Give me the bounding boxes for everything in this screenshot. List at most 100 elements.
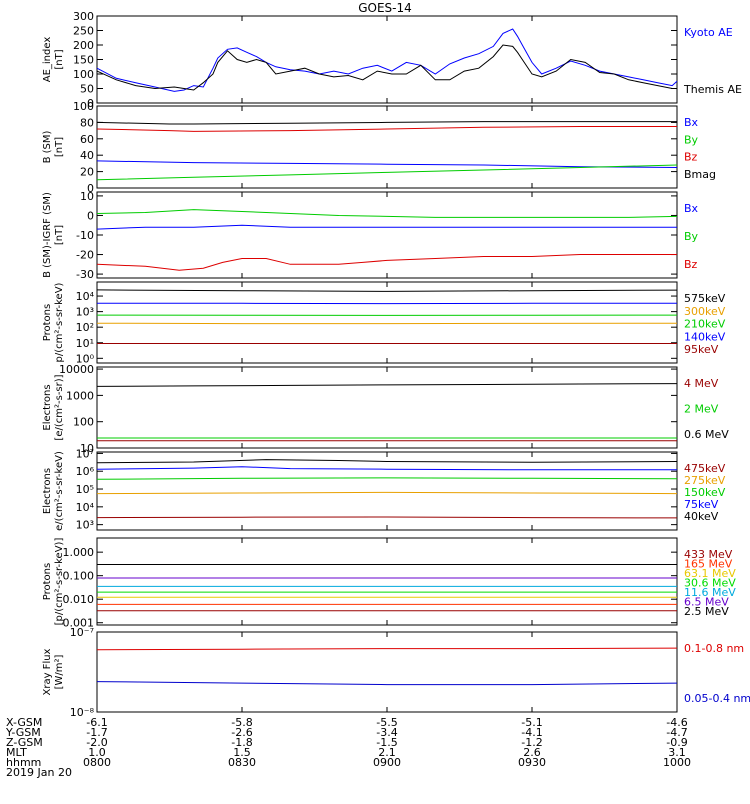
series-line-electrons2-275kev — [97, 492, 677, 493]
y-axis-label: e/(cm²-s-sr-keV) — [54, 451, 65, 531]
series-line-protons1-575kev — [97, 290, 677, 292]
panel-frame-xray — [97, 632, 677, 712]
y-tick-label: 100 — [73, 416, 94, 429]
panel-frame-protons1 — [97, 282, 677, 363]
series-line-electrons2-475kev — [97, 517, 677, 518]
y-axis-label: Protons — [42, 563, 53, 600]
series-line-bsm-bz — [97, 127, 677, 132]
y-axis-label: [nT] — [54, 225, 65, 245]
y-tick-label: -30 — [76, 268, 94, 281]
legend-protons1-140kev: 140keV — [684, 330, 726, 343]
y-tick-label: 10² — [76, 321, 94, 334]
y-axis-label: Electrons — [42, 468, 53, 514]
legend-protons1-210kev: 210keV — [684, 318, 726, 331]
y-tick-label: 250 — [73, 25, 94, 38]
y-tick-label: 10³ — [76, 306, 94, 319]
legend-electrons1-4-mev: 4 MeV — [684, 377, 719, 390]
y-tick-label: 0 — [87, 209, 94, 222]
legend-bsm-bz: Bz — [684, 151, 698, 164]
series-line-xray-0-05-0-4-nm — [97, 682, 677, 685]
y-tick-label: 40 — [80, 149, 94, 162]
y-tick-label: -20 — [76, 249, 94, 262]
legend-electrons1-0-6-mev: 0.6 MeV — [684, 428, 729, 441]
legend-bigrf-bx: Bx — [684, 202, 699, 215]
ephemeris-value: 0830 — [228, 756, 256, 769]
date-label: 2019 Jan 20 — [6, 766, 72, 779]
y-tick-label: 1.000 — [63, 546, 95, 559]
series-line-ae-kyoto-ae — [97, 29, 677, 91]
y-tick-label: 50 — [80, 83, 94, 96]
series-line-bsm-bx — [97, 161, 677, 168]
panel-frame-bsm — [97, 106, 677, 188]
y-tick-label: 10⁵ — [76, 483, 94, 496]
y-tick-label: 150 — [73, 54, 94, 67]
legend-bigrf-by: By — [684, 230, 699, 243]
ephemeris-value: 0900 — [373, 756, 401, 769]
y-axis-label: Protons — [42, 304, 53, 341]
y-tick-label: 300 — [73, 10, 94, 23]
y-tick-label: 10¹ — [76, 337, 94, 350]
y-axis-label: Xray Flux — [42, 648, 53, 695]
legend-protons1-300kev: 300keV — [684, 305, 726, 318]
y-axis-label: p/(cm²-s-sr-keV) — [54, 282, 65, 362]
y-axis-label: [e/(cm²-s-sr)] — [54, 374, 65, 440]
y-axis-label: [nT] — [54, 137, 65, 157]
legend-xray-0-05-0-4-nm: 0.05-0.4 nm — [684, 692, 750, 705]
y-tick-label: 10000 — [59, 363, 94, 376]
y-tick-label: 10³ — [76, 519, 94, 532]
y-tick-label: 10⁴ — [76, 501, 95, 514]
series-line-bsm-by — [97, 165, 677, 180]
series-line-bigrf-bz — [97, 255, 677, 271]
y-axis-label: B (SM)-IGRF (SM) — [42, 192, 53, 278]
y-tick-label: 0.010 — [63, 593, 95, 606]
series-line-xray-0-1-0-8-nm — [97, 648, 677, 650]
y-axis-label: B (SM) — [42, 130, 53, 163]
legend-bigrf-bz: Bz — [684, 258, 698, 271]
y-tick-label: 1000 — [66, 389, 94, 402]
series-line-electrons1-0-6-mev — [97, 384, 677, 387]
legend-electrons2-40kev: 40keV — [684, 510, 719, 523]
y-axis-label: AE_index — [42, 37, 53, 83]
y-tick-label: 10 — [80, 190, 94, 203]
y-axis-label: [W/m²] — [54, 654, 65, 689]
y-tick-label: -10 — [76, 229, 94, 242]
y-tick-label: 10⁷ — [76, 447, 94, 460]
y-tick-label: 100 — [73, 68, 94, 81]
series-line-bsm-bmag — [97, 122, 677, 124]
panel-frame-protons2 — [97, 538, 677, 625]
ephemeris-value: 1000 — [663, 756, 691, 769]
series-line-bigrf-bx — [97, 225, 677, 229]
panel-frame-bigrf — [97, 192, 677, 278]
legend-bsm-by: By — [684, 133, 699, 146]
y-axis-label: [nT] — [54, 49, 65, 69]
legend-ae-kyoto-ae: Kyoto AE — [684, 26, 733, 39]
y-axis-label: [p/(cm²-s-sr-keV)] — [54, 538, 65, 626]
y-tick-label: 10⁻⁷ — [70, 626, 94, 639]
series-line-electrons2-40kev — [97, 460, 677, 463]
legend-ae-themis-ae: Themis AE — [683, 83, 742, 96]
y-tick-label: 20 — [80, 166, 94, 179]
y-tick-label: 0.100 — [63, 570, 95, 583]
legend-electrons1-2-mev: 2 MeV — [684, 403, 719, 416]
legend-protons1-95kev: 95keV — [684, 343, 719, 356]
y-tick-label: 10⁴ — [76, 290, 95, 303]
chart-title: GOES-14 — [358, 1, 412, 15]
y-axis-label: Electrons — [42, 384, 53, 430]
y-tick-label: 100 — [73, 100, 94, 113]
legend-xray-0-1-0-8-nm: 0.1-0.8 nm — [684, 642, 744, 655]
legend-bsm-bx: Bx — [684, 116, 699, 129]
series-line-electrons2-150kev — [97, 478, 677, 479]
series-line-bigrf-by — [97, 210, 677, 218]
y-tick-label: 10⁶ — [76, 465, 95, 478]
ephemeris-value: 0800 — [83, 756, 111, 769]
y-tick-label: 80 — [80, 116, 94, 129]
ephemeris-value: 0930 — [518, 756, 546, 769]
y-tick-label: 200 — [73, 39, 94, 52]
panel-frame-electrons1 — [97, 367, 677, 448]
legend-protons1-575kev: 575keV — [684, 292, 726, 305]
series-line-electrons2-75kev — [97, 467, 677, 470]
y-tick-label: 60 — [80, 133, 94, 146]
legend-bsm-bmag: Bmag — [684, 168, 716, 181]
